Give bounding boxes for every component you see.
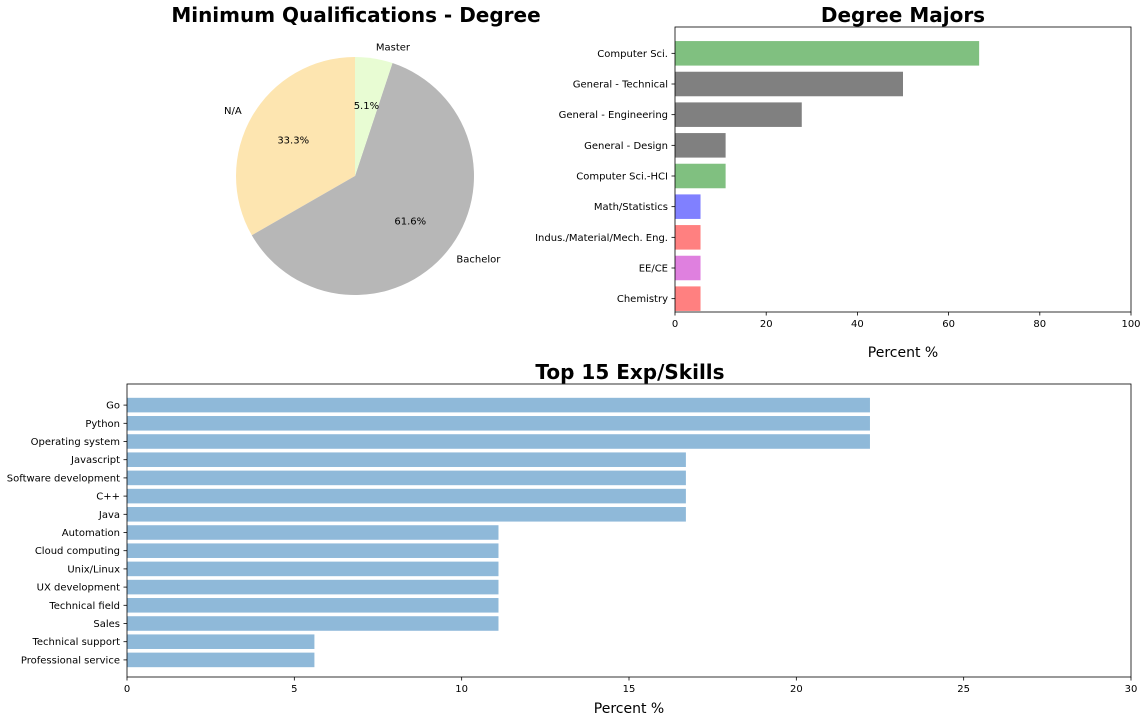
skills-bar-javascript: [127, 452, 686, 467]
pie-slice-n-a: [235, 57, 355, 236]
skills-xtick-10: 10: [455, 684, 468, 695]
degree-pie-chart: Minimum Qualifications - Degree N/A 33.3%…: [171, 3, 541, 296]
pie-slice-bachelor: [251, 63, 475, 296]
skills-bar-cloud-computing: [127, 543, 499, 558]
pie-label-bachelor: Bachelor: [456, 254, 501, 265]
skills-bar-go: [127, 397, 870, 413]
majors-xtick-40: 40: [851, 319, 864, 330]
skills-ytick-sales: Sales: [93, 619, 120, 630]
majors-bar-math-statistics: [675, 194, 701, 219]
skills-bar-ux-development: [127, 579, 499, 595]
skills-ytick-software-development: Software development: [7, 473, 120, 484]
majors-bar-general-technical: [675, 71, 903, 97]
skills-ytick-professional-service: Professional service: [21, 655, 120, 666]
majors-bar-computer-sci: [675, 41, 980, 66]
skills-bar-technical-field: [127, 598, 499, 613]
skills-bar-technical-support: [127, 634, 315, 649]
skills-xtick-20: 20: [790, 684, 803, 695]
majors-bar-ee-ce: [675, 255, 701, 281]
skills-bar-operating-system: [127, 434, 870, 449]
skills-xtick-25: 25: [957, 684, 970, 695]
skills-title: Top 15 Exp/Skills: [535, 360, 724, 384]
skills-ytick-java: Java: [98, 510, 120, 521]
majors-bar-general-engineering: [675, 102, 802, 127]
pie-label-n-a: N/A: [224, 106, 242, 117]
skills-xtick-30: 30: [1125, 684, 1138, 695]
degree-majors-chart: Degree Majors Computer Sci. General - Tec…: [535, 3, 1140, 361]
skills-bar-software-development: [127, 470, 686, 486]
skills-xtick-15: 15: [623, 684, 636, 695]
skills-ytick-go: Go: [106, 401, 120, 412]
skills-xlabel: Percent %: [594, 701, 664, 717]
majors-bar-chemistry: [675, 286, 701, 311]
majors-bar-indus-material-mech-eng: [675, 225, 701, 250]
majors-ytick-math-statistics: Math/Statistics: [594, 202, 668, 213]
majors-ytick-chemistry: Chemistry: [617, 294, 668, 305]
majors-xtick-80: 80: [1033, 319, 1046, 330]
pie-pct-bachelor: 61.6%: [394, 217, 426, 228]
majors-ytick-indus-material-mech-eng: Indus./Material/Mech. Eng.: [535, 233, 668, 244]
majors-plot-frame: [674, 26, 1132, 313]
skills-xtick-5: 5: [291, 684, 297, 695]
majors-xlabel: Percent %: [868, 345, 938, 361]
majors-ytick-general-engineering: General - Engineering: [559, 110, 668, 121]
skills-ytick-technical-support: Technical support: [32, 637, 121, 648]
skills-bar-java: [127, 507, 686, 522]
majors-title: Degree Majors: [821, 3, 985, 27]
majors-bar-general-design: [675, 133, 726, 158]
skills-ytick-operating-system: Operating system: [31, 437, 120, 448]
skills-ytick-c: C++: [96, 492, 120, 503]
pie-slice-master: [355, 57, 393, 176]
skills-bar-professional-service: [127, 652, 315, 668]
skills-ytick-technical-field: Technical field: [48, 601, 120, 612]
skills-ytick-ux-development: UX development: [37, 583, 120, 594]
skills-ytick-javascript: Javascript: [70, 455, 120, 466]
pie-label-master: Master: [376, 42, 411, 53]
majors-xtick-100: 100: [1121, 319, 1140, 330]
pie-title: Minimum Qualifications - Degree: [171, 3, 540, 27]
skills-plot-frame: [126, 383, 1132, 678]
majors-xtick-60: 60: [942, 319, 955, 330]
majors-bar-computer-sci-hci: [675, 163, 726, 189]
majors-ytick-general-technical: General - Technical: [573, 80, 668, 91]
skills-ytick-cloud-computing: Cloud computing: [35, 546, 120, 557]
skills-bar-c: [127, 488, 686, 504]
majors-ytick-ee-ce: EE/CE: [639, 264, 668, 275]
skills-xtick-0: 0: [124, 684, 130, 695]
skills-bar-unix-linux: [127, 561, 499, 577]
pie-pct-n-a: 33.3%: [277, 136, 309, 147]
skills-ytick-python: Python: [85, 419, 120, 430]
skills-chart: Top 15 Exp/Skills Go Python Operating syst…: [7, 360, 1138, 717]
skills-bar-python: [127, 416, 870, 431]
skills-bar-sales: [127, 616, 499, 631]
pie-pct-master: 5.1%: [354, 101, 379, 112]
majors-ytick-computer-sci-hci: Computer Sci.-HCI: [576, 172, 668, 183]
majors-ytick-general-design: General - Design: [584, 141, 668, 152]
majors-xtick-20: 20: [760, 319, 773, 330]
skills-ytick-unix-linux: Unix/Linux: [67, 564, 120, 575]
majors-ytick-computer-sci: Computer Sci.: [597, 49, 668, 60]
skills-ytick-automation: Automation: [62, 528, 120, 539]
majors-xtick-0: 0: [672, 319, 678, 330]
skills-bar-automation: [127, 525, 499, 540]
